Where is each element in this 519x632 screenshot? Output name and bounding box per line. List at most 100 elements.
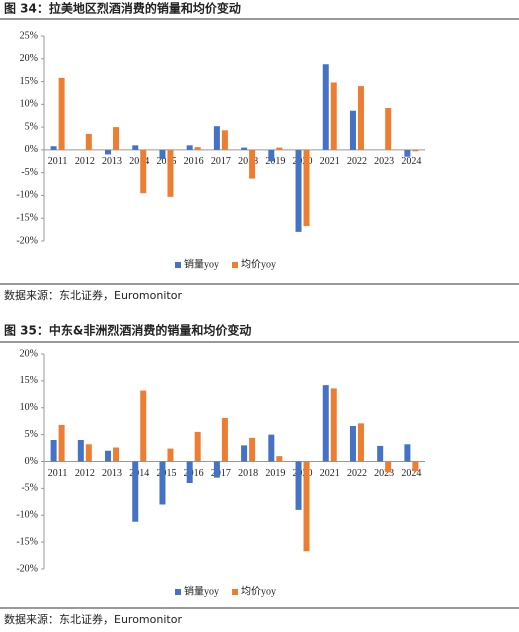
bar [167,448,174,462]
bar [186,145,193,150]
y-tick-label: -20% [16,235,38,246]
x-tick-label: 2013 [102,156,122,167]
legend-label: 销量yoy [184,257,219,270]
bar [303,149,310,226]
bar [268,434,275,462]
bar [132,461,139,522]
bar [268,149,275,162]
bar [105,149,112,155]
figure-title: 图 34：拉美地区烈酒消费的销量和均价变动 [4,1,241,16]
bar [50,440,57,462]
x-tick-label: 2016 [184,156,204,167]
bar [213,126,220,150]
x-tick-label: 2016 [184,468,204,479]
y-tick-label: 0% [25,144,38,155]
y-tick-label: 0% [25,456,38,467]
bar [357,423,364,462]
y-tick-label: 20% [20,348,38,359]
bar [58,424,65,462]
bar [357,86,364,150]
bar [221,130,228,150]
bar [77,440,84,462]
bar [241,445,248,462]
bar [295,461,302,510]
bar [249,437,256,462]
legend-swatch [175,262,181,268]
y-tick-label: -20% [16,563,38,574]
x-tick-label: 2019 [265,468,285,479]
bar [295,149,302,232]
x-tick-label: 2012 [75,156,95,167]
y-tick-label: -15% [16,536,38,547]
bar [194,431,201,462]
y-tick-label: -5% [21,167,38,178]
y-tick-label: 15% [20,375,38,386]
legend-swatch [232,262,238,268]
bar [140,390,147,462]
y-tick-label: -10% [16,190,38,201]
legend-swatch [232,589,238,595]
bar [186,461,193,483]
x-tick-label: 2018 [238,156,258,167]
bar [132,145,139,150]
bar [276,456,283,462]
bar [113,127,120,150]
bar [330,388,337,462]
bar [213,461,220,478]
bar [322,64,329,150]
bar [349,110,356,150]
y-tick-label: -5% [21,483,38,494]
bar [404,149,411,157]
x-tick-label: 2020 [293,156,313,167]
x-tick-label: 2017 [211,468,231,479]
bar [85,133,92,150]
y-tick-label: 15% [20,76,38,87]
bar [412,149,419,152]
bar [50,146,57,150]
y-tick-label: 5% [25,121,38,132]
source-note: 数据来源：东北证券，Euromonitor [4,288,182,302]
bar [303,461,310,552]
x-tick-label: 2011 [48,468,68,479]
bar [167,149,174,197]
bar [404,444,411,462]
bar [322,385,329,462]
legend-label: 销量yoy [184,584,219,597]
x-tick-label: 2023 [374,468,394,479]
x-tick-label: 2014 [129,468,149,479]
bar [349,426,356,462]
bar [113,447,120,462]
y-tick-label: 5% [25,429,38,440]
bar [385,461,392,473]
figure-title: 图 35：中东&非洲烈酒消费的销量和均价变动 [4,323,251,338]
x-tick-label: 2015 [156,468,176,479]
x-tick-label: 2012 [75,468,95,479]
bar [221,417,228,462]
x-tick-label: 2013 [102,468,122,479]
bar [330,82,337,150]
x-tick-label: 2021 [320,468,340,479]
x-tick-label: 2024 [401,468,421,479]
bar [385,107,392,150]
legend-label: 均价yoy [241,258,276,270]
y-tick-label: -10% [16,510,38,521]
y-tick-label: -15% [16,213,38,224]
source-note: 数据来源：东北证券，Euromonitor [4,612,182,626]
x-tick-label: 2019 [265,156,285,167]
y-tick-label: 10% [20,402,38,413]
x-tick-label: 2014 [129,156,149,167]
bar [412,461,419,472]
bar [159,461,166,505]
bar [276,147,283,150]
bar [85,444,92,462]
bar [140,149,147,194]
x-tick-label: 2018 [238,468,258,479]
bar [105,450,112,462]
x-tick-label: 2023 [374,156,394,167]
bar [194,147,201,150]
bar [58,77,65,150]
legend-label: 均价yoy [241,585,276,597]
bar [377,445,384,462]
bar [159,149,166,159]
